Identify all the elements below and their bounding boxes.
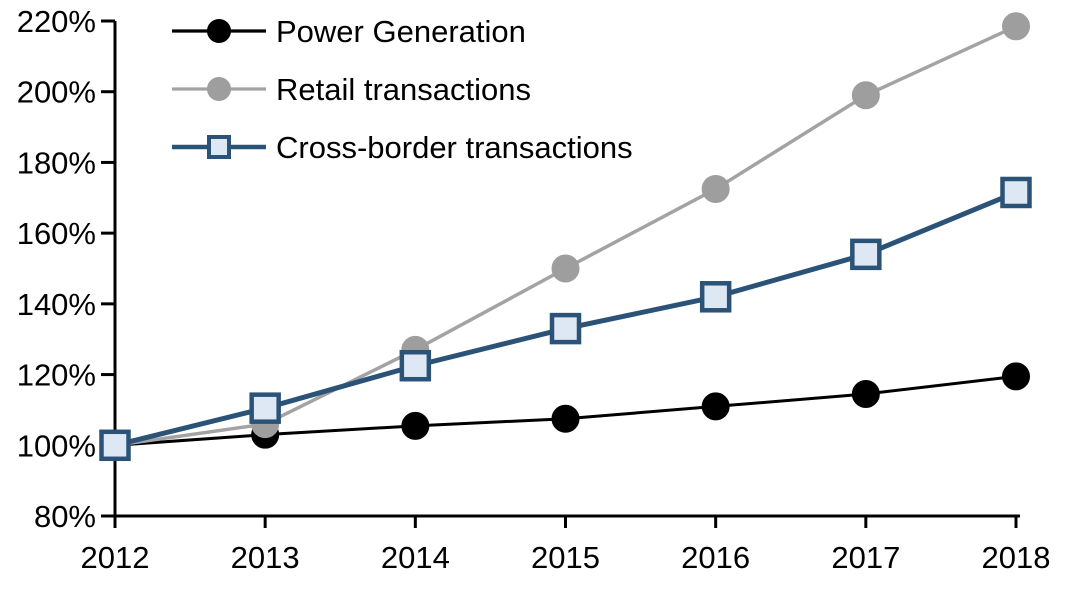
y-tick-label: 80% (34, 499, 96, 534)
data-point-retail-transactions (851, 81, 880, 110)
y-tick-label: 160% (17, 216, 96, 251)
data-point-cross-border-transactions (399, 349, 432, 382)
data-point-cross-border-transactions (549, 312, 582, 345)
legend-marker-retail-transactions (207, 77, 231, 101)
data-point-retail-transactions (1002, 12, 1030, 41)
y-tick-label: 140% (17, 287, 96, 322)
data-point-cross-border-transactions (699, 281, 732, 313)
data-point-cross-border-transactions (249, 392, 281, 424)
y-tick-label: 100% (17, 428, 96, 463)
data-point-cross-border-transactions (99, 429, 131, 462)
y-tick-label: 200% (17, 75, 96, 110)
data-point-power-generation (701, 392, 730, 421)
legend-label-power-generation: Power Generation (276, 14, 526, 49)
data-point-power-generation (551, 404, 580, 433)
x-tick-label: 2012 (81, 540, 150, 575)
data-point-cross-border-transactions (850, 238, 882, 271)
y-tick-label: 220% (17, 4, 96, 39)
x-tick-label: 2018 (982, 540, 1051, 575)
y-tick-label: 120% (17, 358, 96, 393)
data-point-power-generation (1002, 362, 1030, 391)
x-tick-label: 2014 (381, 540, 450, 575)
x-tick-label: 2017 (831, 540, 900, 575)
data-point-power-generation (401, 411, 430, 440)
legend-marker-power-generation (207, 19, 231, 43)
legend-label-retail-transactions: Retail transactions (276, 72, 531, 107)
data-point-retail-transactions (551, 254, 580, 283)
legend-label-cross-border-transactions: Cross-border transactions (276, 130, 633, 165)
data-point-cross-border-transactions (1000, 176, 1032, 209)
y-tick-label: 180% (17, 145, 96, 180)
data-point-power-generation (851, 380, 880, 409)
x-tick-label: 2015 (531, 540, 600, 575)
legend-marker-cross-border-transactions (207, 135, 231, 159)
x-tick-label: 2013 (231, 540, 300, 575)
x-tick-label: 2016 (681, 540, 750, 575)
data-point-retail-transactions (701, 174, 730, 203)
